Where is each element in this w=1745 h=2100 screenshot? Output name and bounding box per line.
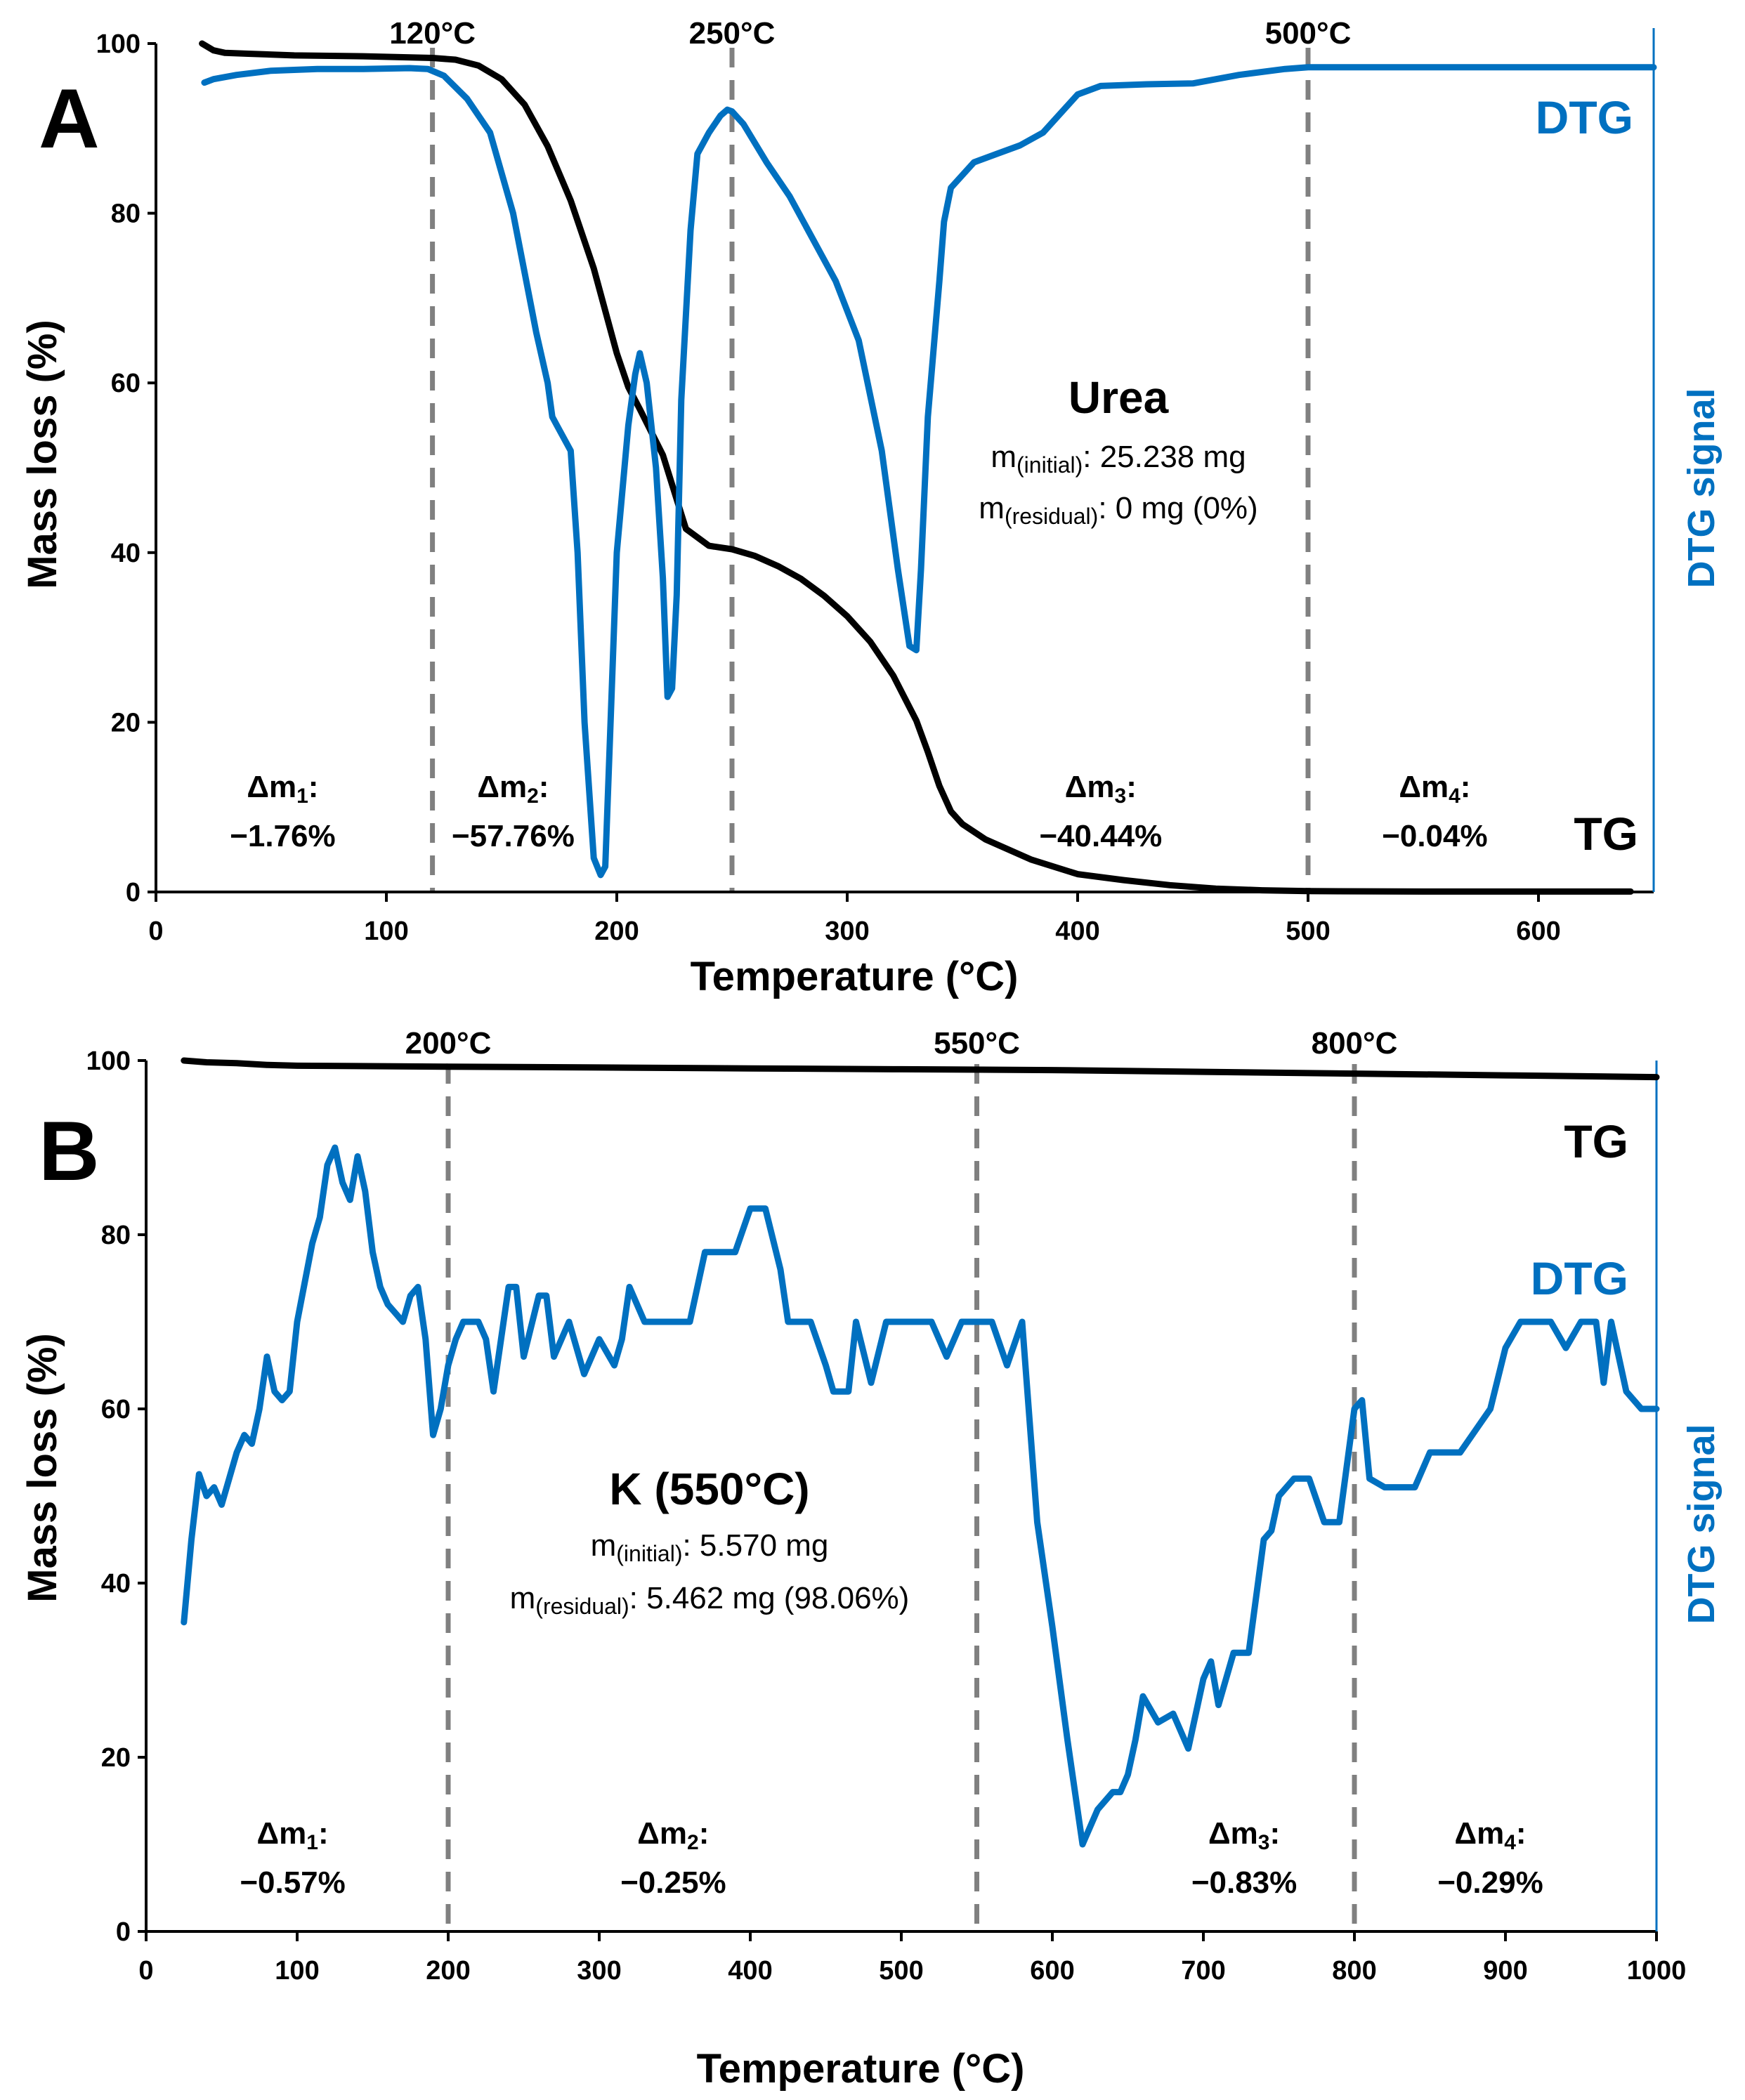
panel-a-y-tick-label: 100 <box>96 29 140 59</box>
panel-b-stage-value: −0.57% <box>240 1865 345 1900</box>
panel-b-y-tick-label: 40 <box>101 1569 131 1599</box>
panel-b-x-tick-label: 500 <box>879 1956 923 1986</box>
panel-b-x-tick-label: 800 <box>1332 1956 1376 1986</box>
panel-a-stage-delta: Δm4: <box>1399 770 1470 808</box>
panel-b: B Mass loss (%) Temperature (°C) DTG sig… <box>20 1026 1723 2092</box>
panel-a-tg-label: TG <box>1574 808 1638 860</box>
panel-a-stage-delta: Δm2: <box>477 770 549 808</box>
panel-a-initial-mass: m(initial): 25.238 mg <box>991 440 1246 478</box>
panel-b-x-tick-label: 100 <box>275 1956 319 1986</box>
panel-a-x-tick-label: 200 <box>594 917 639 946</box>
panel-a-stage-value: −0.04% <box>1382 819 1487 853</box>
panel-a-dtg-label: DTG <box>1536 91 1633 143</box>
panel-a-y-tick-label: 20 <box>111 708 140 737</box>
panel-b-y-tick-label: 100 <box>86 1046 131 1076</box>
panel-b-markers: 200°C 550°C 800°C <box>405 1026 1398 1931</box>
panel-b-tg-label: TG <box>1564 1115 1628 1167</box>
panel-b-y-tick-label: 20 <box>101 1743 131 1773</box>
panel-b-y-tick-label: 0 <box>116 1917 131 1947</box>
panel-b-initial-mass: m(initial): 5.570 mg <box>591 1528 829 1566</box>
panel-b-tg-line <box>181 1057 1660 1081</box>
panel-a-x-tick-label: 600 <box>1516 917 1560 946</box>
panel-b-marker-label: 800°C <box>1312 1026 1398 1061</box>
panel-a-y-tick-label: 0 <box>126 878 140 907</box>
panel-b-sample-name: K (550°C) <box>609 1464 809 1514</box>
panel-a-y-tick-label: 40 <box>111 539 140 568</box>
panel-b-stage-delta: Δm2: <box>637 1816 709 1854</box>
panel-b-y-tick-label: 60 <box>101 1395 131 1424</box>
panel-a-residual-mass: m(residual): 0 mg (0%) <box>979 491 1257 529</box>
panel-a-x-tick-label: 300 <box>825 917 869 946</box>
panel-a-tg-line <box>199 40 1634 895</box>
panel-b-letter: B <box>39 1104 100 1198</box>
panel-a-sample-info: Urea m(initial): 25.238 mg m(residual): … <box>979 372 1257 529</box>
panel-b-stage-delta: Δm1: <box>257 1816 329 1854</box>
panel-b-residual-mass: m(residual): 5.462 mg (98.06%) <box>510 1581 910 1619</box>
panel-a-x-tick-label: 100 <box>364 917 408 946</box>
panel-b-stage-value: −0.25% <box>620 1865 726 1900</box>
panel-a-stage-value: −40.44% <box>1039 819 1162 853</box>
panel-a-marker-label: 500°C <box>1265 16 1352 51</box>
panel-b-marker-label: 550°C <box>934 1026 1020 1061</box>
panel-b-x-tick-label: 300 <box>577 1956 621 1986</box>
panel-b-stage-value: −0.83% <box>1191 1865 1297 1900</box>
panel-a-letter: A <box>39 72 100 166</box>
panel-b-marker-label: 200°C <box>405 1026 492 1061</box>
panel-b-stage-labels: Δm1: −0.57% Δm2: −0.25% Δm3: −0.83% Δm4: −0.29% <box>240 1816 1543 1900</box>
panel-a-y-axis-title: Mass loss (%) <box>20 320 65 589</box>
panel-a-stage-value: −57.76% <box>452 819 575 853</box>
panel-b-sample-info: K (550°C) m(initial): 5.570 mg m(residua… <box>510 1464 910 1619</box>
panel-b-stage-delta: Δm4: <box>1454 1816 1526 1854</box>
panel-b-y-ticks: 0 20 40 60 80 100 <box>86 1046 146 1947</box>
panel-a-stage-delta: Δm1: <box>247 770 318 808</box>
panel-a-marker-label: 120°C <box>389 16 476 51</box>
panel-b-x-tick-label: 200 <box>426 1956 470 1986</box>
panel-b-dtg-axis-title: DTG signal <box>1680 1424 1723 1624</box>
panel-a-dtg-axis-title: DTG signal <box>1680 388 1723 588</box>
panel-b-x-tick-label: 0 <box>138 1956 153 1986</box>
panel-a: A Mass loss (%) Temperature (°C) DTG sig… <box>20 16 1723 999</box>
panel-a-sample-name: Urea <box>1068 372 1169 423</box>
panel-a-y-tick-label: 80 <box>111 199 140 229</box>
panel-a-x-tick-label: 400 <box>1055 917 1099 946</box>
panel-b-stage-value: −0.29% <box>1437 1865 1543 1900</box>
panel-b-y-tick-label: 80 <box>101 1221 131 1250</box>
panel-b-x-tick-label: 600 <box>1030 1956 1074 1986</box>
panel-a-dtg-line <box>201 64 1657 879</box>
panel-a-x-ticks: 0 100 200 300 400 500 600 <box>148 892 1561 946</box>
panel-b-x-ticks: 0 100 200 300 400 500 600 700 800 900 1000 <box>138 1931 1686 1986</box>
panel-b-x-axis-title: Temperature (°C) <box>697 2046 1025 2092</box>
panel-b-x-tick-label: 900 <box>1483 1956 1527 1986</box>
panel-a-y-tick-label: 60 <box>111 369 140 398</box>
panel-b-x-tick-label: 1000 <box>1627 1956 1687 1986</box>
panel-a-marker-label: 250°C <box>689 16 776 51</box>
panel-b-stage-delta: Δm3: <box>1208 1816 1280 1854</box>
panel-b-dtg-line <box>181 1144 1660 1848</box>
panel-b-x-tick-label: 400 <box>728 1956 772 1986</box>
panel-b-dtg-label: DTG <box>1531 1252 1628 1304</box>
panel-b-x-tick-label: 700 <box>1181 1956 1225 1986</box>
panel-b-y-axis-title: Mass loss (%) <box>20 1333 65 1603</box>
panel-a-y-ticks: 0 20 40 60 80 100 <box>96 29 156 907</box>
panel-a-stage-value: −1.76% <box>230 819 335 853</box>
panel-a-markers: 120°C 250°C 500°C <box>389 16 1351 892</box>
panel-a-x-tick-label: 500 <box>1286 917 1330 946</box>
panel-a-x-tick-label: 0 <box>148 917 163 946</box>
panel-a-x-axis-title: Temperature (°C) <box>691 954 1019 999</box>
panel-a-stage-delta: Δm3: <box>1065 770 1137 808</box>
panel-a-stage-labels: Δm1: −1.76% Δm2: −57.76% Δm3: −40.44% Δm4: −0.0… <box>230 770 1487 853</box>
